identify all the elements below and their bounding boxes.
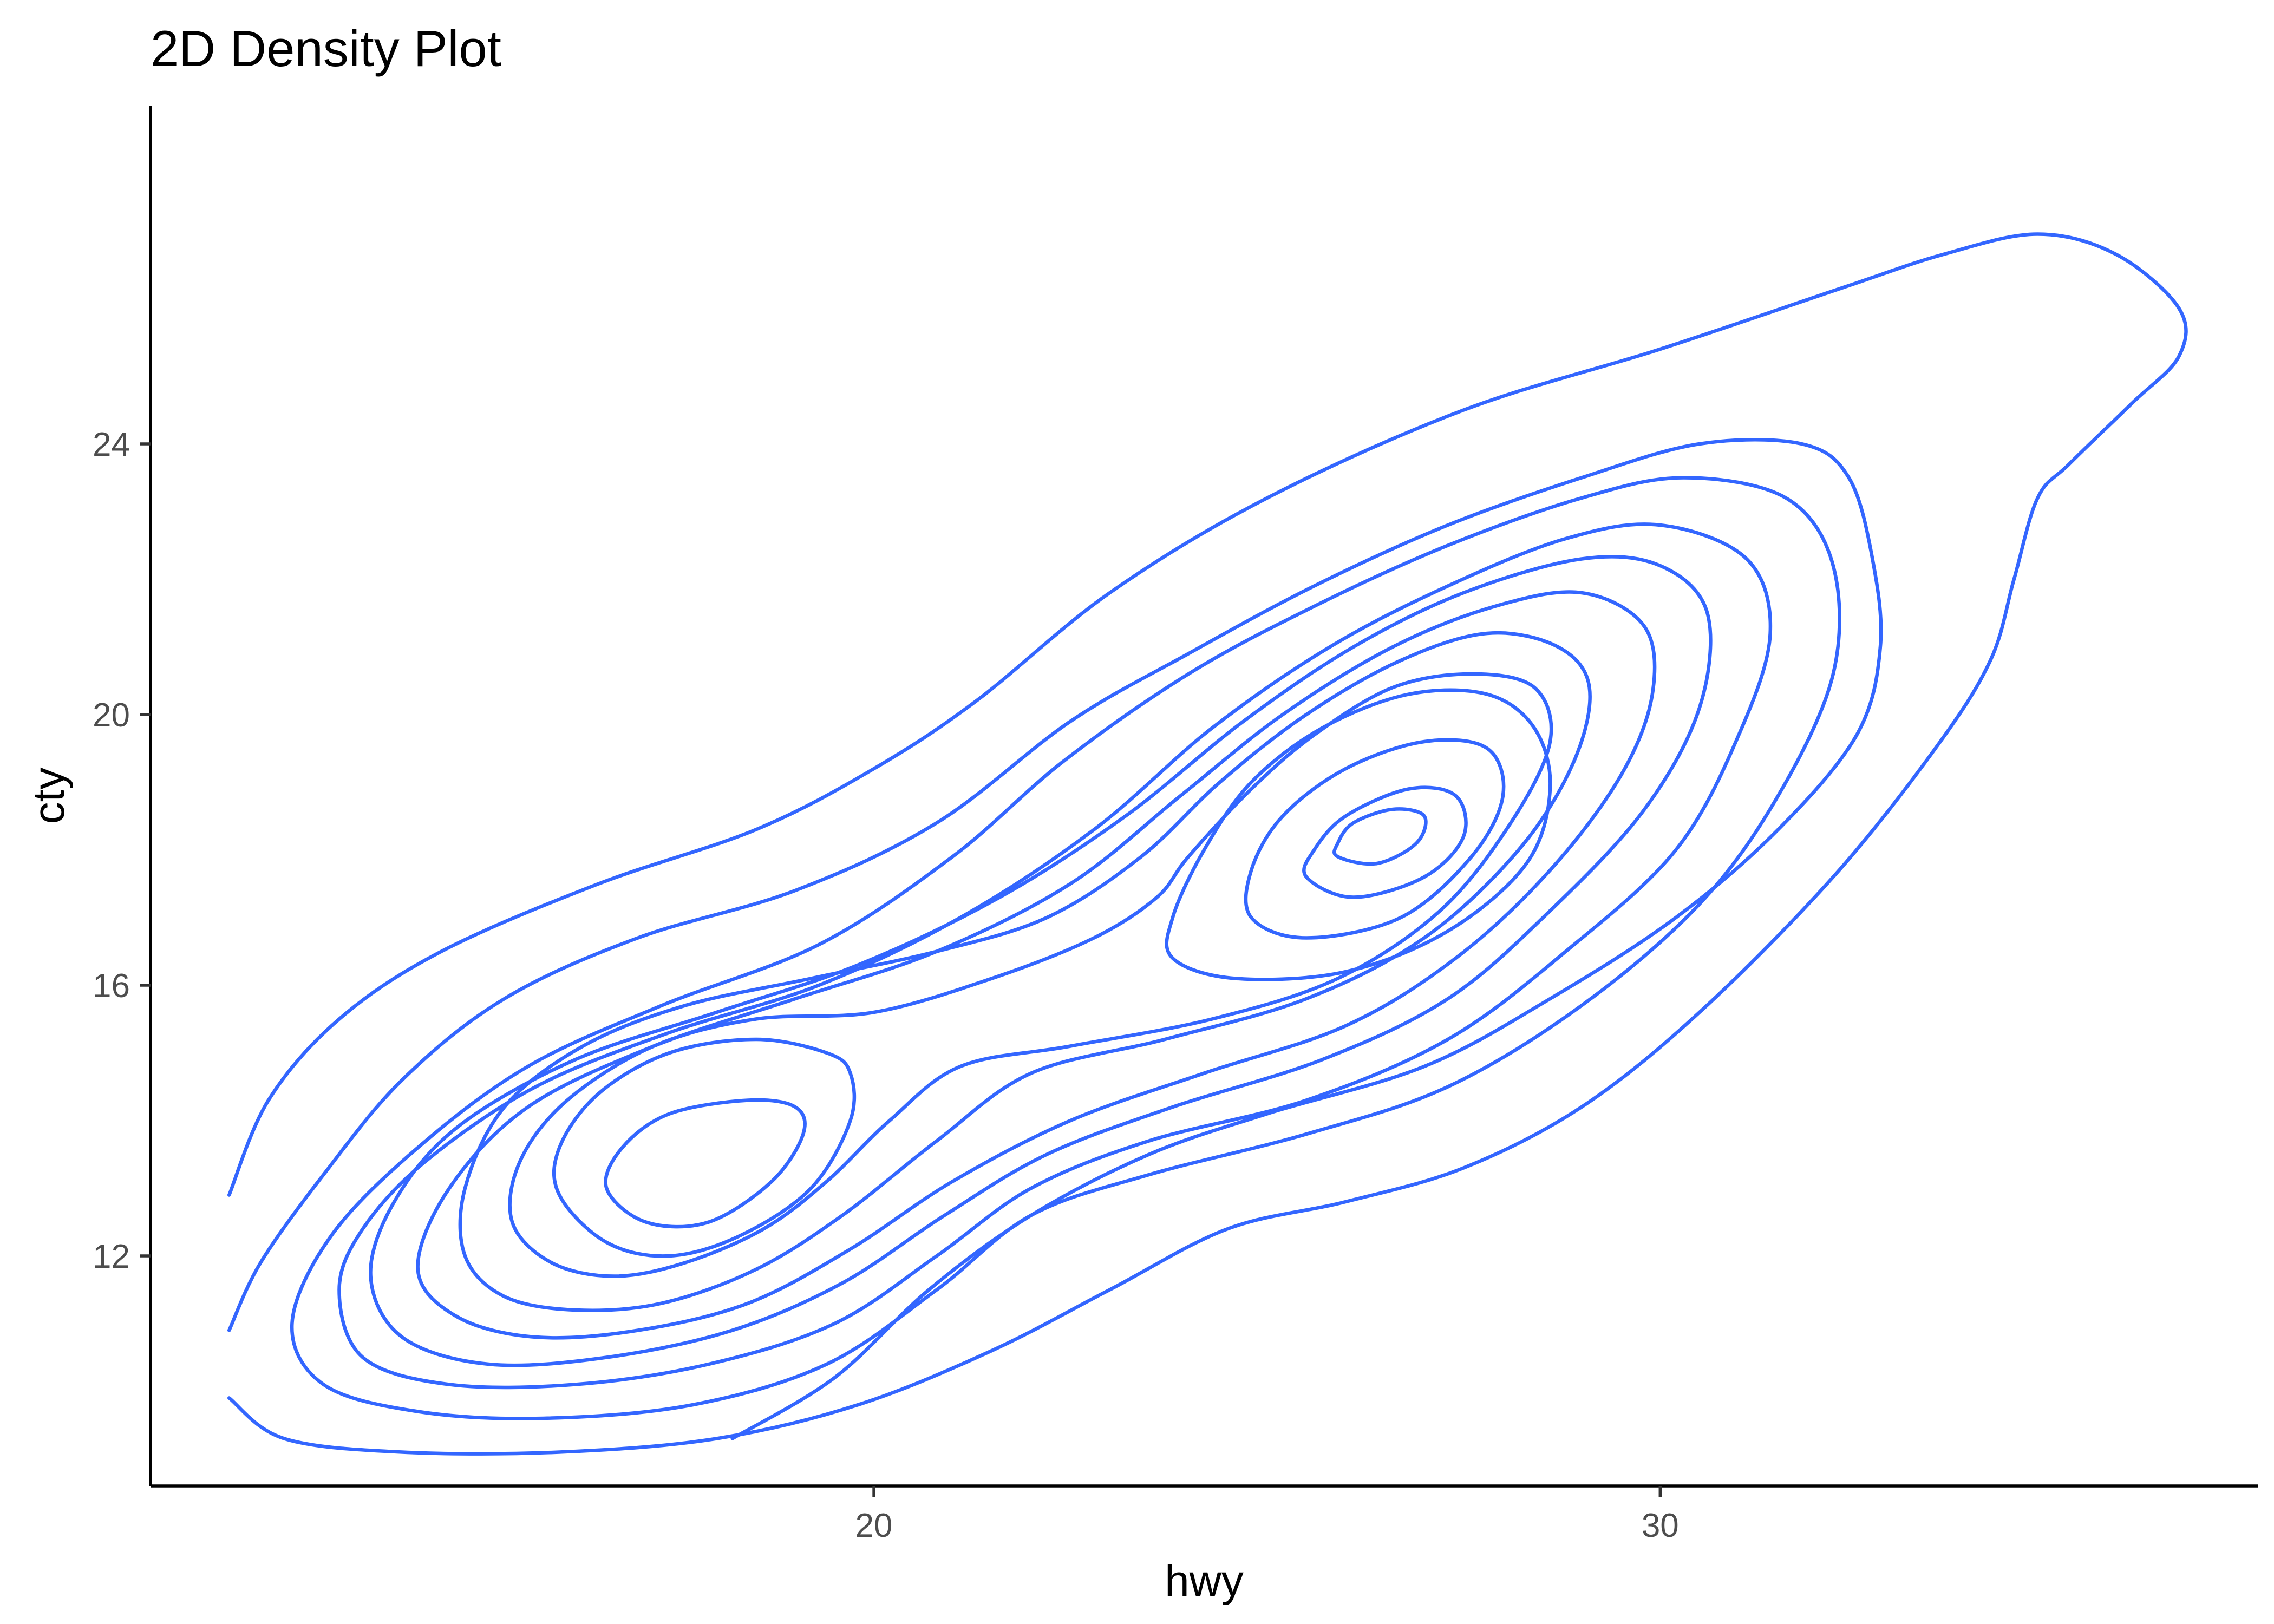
contour-level-1 <box>227 232 2188 1456</box>
contour-level-12 <box>1244 738 1506 940</box>
contour-level-5 <box>369 555 1713 1367</box>
contour-level-7 <box>458 631 1592 1312</box>
chart-title: 2D Density Plot <box>151 20 501 77</box>
contour-level-10 <box>604 1098 807 1229</box>
x-tick-label: 30 <box>1642 1507 1679 1544</box>
contour-level-14 <box>1332 807 1428 866</box>
x-axis-ticks: 20 30 <box>855 1486 1679 1544</box>
contour-level-9 <box>552 1037 857 1258</box>
contour-lines <box>227 232 2188 1456</box>
y-tick-label: 16 <box>93 967 130 1005</box>
y-tick-label: 24 <box>93 426 130 463</box>
y-axis-ticks: 12 16 20 24 <box>93 426 151 1275</box>
y-tick-label: 12 <box>93 1238 130 1275</box>
x-axis-title: hwy <box>1165 1556 1244 1606</box>
contour-level-6 <box>416 590 1657 1340</box>
contour-level-13 <box>1302 785 1468 899</box>
contour-level-4 <box>337 522 1773 1390</box>
y-axis-title: cty <box>24 768 74 824</box>
contour-level-11 <box>1165 688 1552 981</box>
y-tick-label: 20 <box>93 697 130 734</box>
x-tick-label: 20 <box>855 1507 893 1544</box>
contour-level-2 <box>227 437 1883 1440</box>
contour-level-3 <box>290 476 1841 1420</box>
contour-level-8 <box>508 672 1553 1278</box>
